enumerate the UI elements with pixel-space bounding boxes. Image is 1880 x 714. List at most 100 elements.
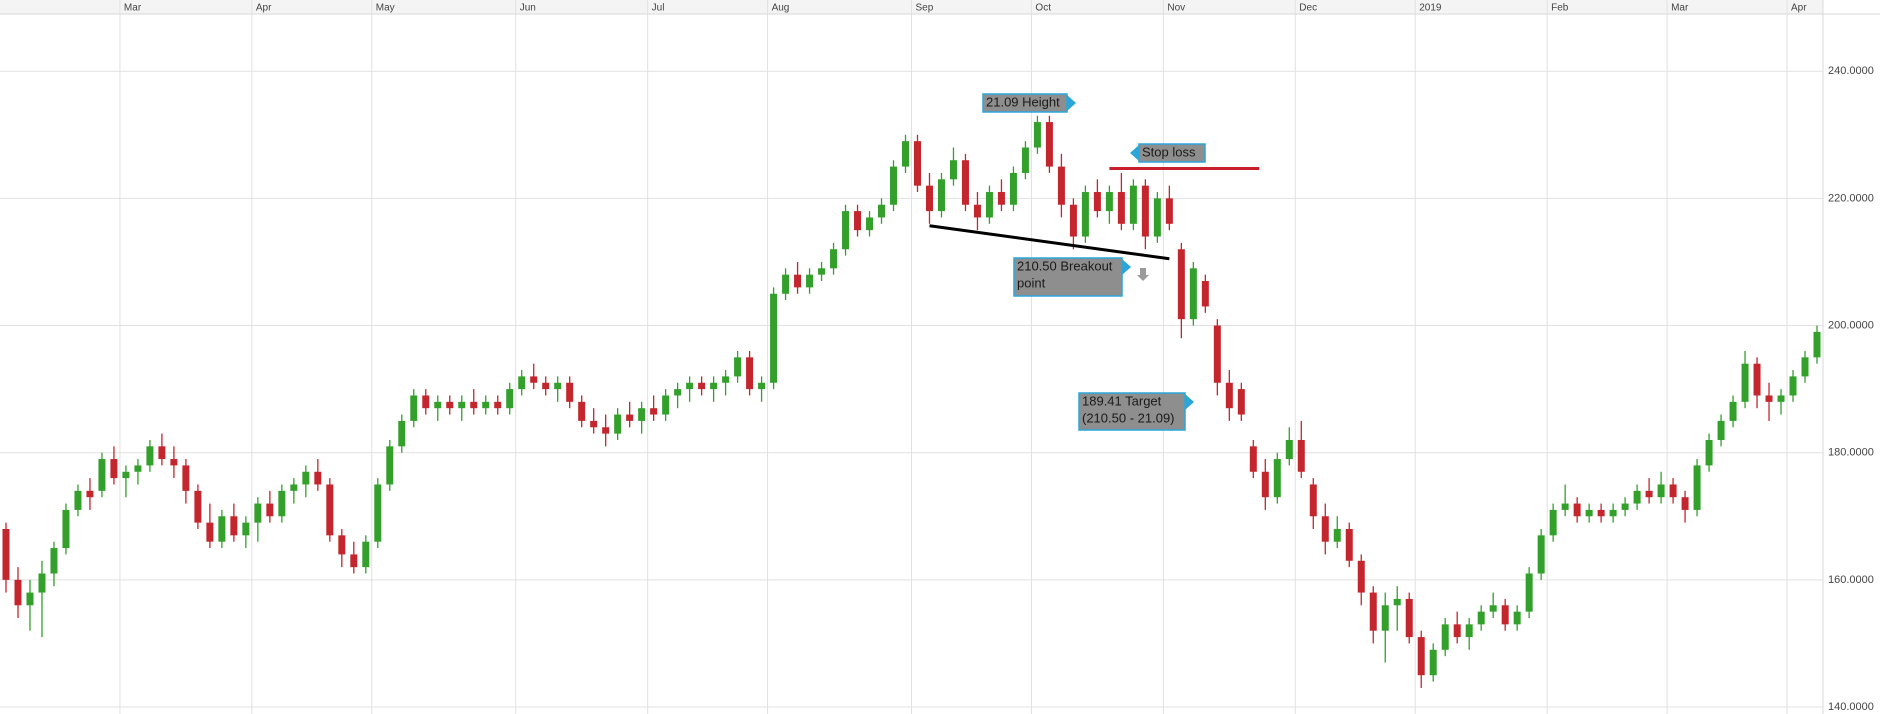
candle-body [254, 503, 262, 523]
candle-body [937, 179, 945, 212]
callout: 210.50 Breakout point [1013, 257, 1131, 297]
candle-body [1597, 509, 1605, 517]
candle-body [1573, 503, 1581, 517]
arrow-head [1137, 275, 1149, 281]
candle-body [973, 204, 981, 218]
x-tick-label: Dec [1299, 3, 1317, 14]
candle-body [566, 382, 574, 402]
candle-body [674, 389, 682, 396]
x-tick-label: May [376, 3, 395, 14]
candle-body [925, 185, 933, 212]
candle-body [818, 268, 826, 275]
candle-body [1657, 484, 1665, 498]
x-tick-label: Apr [1791, 3, 1807, 14]
candle-body [1177, 249, 1185, 320]
x-tick-label: Nov [1167, 3, 1185, 14]
candle-body [1645, 490, 1653, 498]
candle-body [1429, 649, 1437, 676]
candle-body [985, 192, 993, 218]
x-tick-label: Mar [1671, 3, 1689, 14]
callout-text: (210.50 - 21.09) [1082, 410, 1175, 425]
candle-body [1153, 198, 1161, 237]
candle-body [122, 471, 130, 479]
down-arrow-icon [1137, 268, 1149, 281]
arrow-stem [1140, 268, 1146, 275]
candle-body [830, 249, 838, 269]
x-tick-label: Jun [520, 3, 536, 14]
candle-body [1465, 624, 1473, 638]
callout: 21.09 Height [982, 93, 1076, 113]
candle-body [26, 592, 34, 606]
callout-arrow [1130, 145, 1139, 161]
candle-body [1693, 465, 1701, 510]
candle-body [842, 211, 850, 250]
candle-body [1777, 395, 1785, 402]
candle-body [1477, 611, 1485, 625]
candle-body [1453, 624, 1461, 638]
candle-body [2, 528, 10, 580]
candle-body [1525, 573, 1533, 612]
candle-body [1393, 598, 1401, 606]
candle-body [1069, 204, 1077, 237]
candle-body [110, 459, 118, 479]
candle-body [362, 541, 370, 568]
callout-text: point [1017, 275, 1046, 290]
candle-body [458, 401, 466, 409]
candle-body [338, 535, 346, 555]
candle-body [913, 141, 921, 186]
candle-body [650, 408, 658, 415]
candle-body [686, 382, 694, 390]
candle-body [1321, 516, 1329, 542]
candle-body [518, 376, 526, 390]
x-tick-label: Oct [1035, 3, 1051, 14]
candle-body [1537, 535, 1545, 574]
callout: Stop loss [1130, 143, 1206, 163]
callout: 189.41 Target (210.50 - 21.09) [1078, 392, 1194, 431]
callout-box [1013, 257, 1123, 297]
candle-body [961, 160, 969, 205]
candle-body [194, 490, 202, 523]
candle-body [1501, 605, 1509, 625]
grid [0, 0, 1823, 714]
candle-body [1549, 509, 1557, 536]
candle-body [14, 579, 22, 606]
candle-body [170, 459, 178, 466]
candle-body [62, 509, 70, 549]
y-tick-label: 160.0000 [1828, 574, 1874, 586]
candle-body [1081, 192, 1089, 237]
candle-body [530, 376, 538, 383]
candle-body [218, 516, 226, 542]
candle-body [770, 293, 778, 383]
candle-body [1213, 325, 1221, 383]
candle-body [602, 427, 610, 434]
candle-body [1741, 363, 1749, 402]
candle-body [758, 382, 766, 390]
candle-body [1273, 459, 1281, 498]
candle-body [1669, 484, 1677, 498]
candle-body [386, 446, 394, 485]
candle-body [1585, 509, 1593, 517]
candle-body [410, 395, 418, 421]
candle-body [1441, 624, 1449, 650]
candle-body [1705, 439, 1713, 466]
candle-body [1513, 611, 1521, 625]
candle-body [1285, 439, 1293, 460]
candle-body [98, 459, 106, 491]
x-tick-label: Feb [1551, 3, 1569, 14]
candle-body [230, 516, 238, 536]
candle-body [446, 401, 454, 409]
candle-body [1309, 484, 1317, 517]
candle-body [146, 446, 154, 466]
candle-body [266, 503, 274, 517]
callout-text: 21.09 Height [986, 94, 1060, 109]
candle-body [506, 389, 514, 409]
candle-body [614, 414, 622, 434]
candle-body [434, 401, 442, 409]
candle-body [734, 357, 742, 377]
candle-body [1801, 357, 1809, 377]
x-tick-label: Apr [256, 3, 272, 14]
callout-text: Stop loss [1142, 144, 1196, 159]
candle-body [1621, 503, 1629, 510]
candle-body [542, 382, 550, 390]
